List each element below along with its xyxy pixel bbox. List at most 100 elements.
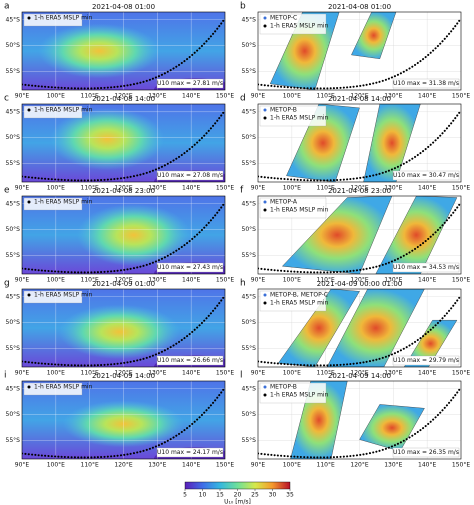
y-tick-label: 50°S [242,411,257,418]
legend-box [259,197,327,219]
colorbar-tick-label: 15 [216,492,224,499]
legend-marker [263,24,267,28]
y-tick-label: 50°S [242,42,257,49]
panel-title: 2021-04-09 14:00 [328,372,391,380]
y-tick-label: 50°S [6,42,21,49]
satellite-swath [277,289,360,367]
x-tick-label: 120°E [350,93,368,100]
map-panel: l 2021-04-09 14:00 METOP-B1-h ERA5 MSLP mi… [240,371,470,469]
x-tick-label: 120°E [114,277,132,284]
x-tick-label: 120°E [114,370,132,377]
x-tick-label: 90°E [251,93,266,100]
map-panel: c 2021-04-08 14:00 1-h ERA5 MSLP min U10 ma… [4,94,234,192]
wind-max-area [50,107,165,171]
legend-box [23,382,83,396]
mslp-track [22,386,225,459]
max-label: U10 max = 26.35 m/s [393,449,459,456]
y-tick-label: 55°S [242,345,257,352]
panel-letter: a [4,2,10,12]
x-tick-label: 110°E [317,93,335,100]
legend-label: 1-h ERA5 MSLP min [270,115,329,122]
max-label: U10 max = 34.53 m/s [393,264,459,271]
map-panel: f 2021-04-08 23:00 METOP-A1-h ERA5 MSLP mi… [240,186,470,284]
map-panel: e 2021-04-08 23:00 1-h ERA5 MSLP min U10 ma… [4,186,234,284]
max-label-box [156,355,224,366]
max-label-box [156,78,224,89]
map-frame [21,195,226,275]
legend-marker [263,293,267,297]
x-tick-label: 90°E [251,185,266,192]
y-tick-label: 55°S [242,252,257,259]
x-tick-label: 120°E [350,277,368,284]
x-tick-label: 150°E [216,370,234,377]
x-tick-label: 140°E [182,462,200,469]
x-tick-label: 110°E [317,462,335,469]
x-tick-label: 110°E [81,185,99,192]
max-label-box [392,447,460,458]
map-frame [257,380,462,460]
x-tick-label: 110°E [81,462,99,469]
y-tick-label: 55°S [242,68,257,75]
colorbar [184,481,291,490]
colorbar-tick-label: 5 [183,492,187,499]
legend-box [259,13,327,35]
legend-box [259,382,327,404]
map-panel: a 2021-04-08 01:00 1-h ERA5 MSLP min U10 ma… [4,2,234,100]
legend-marker [263,16,267,20]
x-tick-label: 100°E [47,277,65,284]
mslp-track [22,294,225,367]
x-tick-label: 110°E [81,93,99,100]
legend-label: 1-h ERA5 MSLP min [34,384,93,391]
x-tick-label: 150°E [452,462,470,469]
x-tick-label: 150°E [452,93,470,100]
legend-marker [27,293,31,297]
x-tick-label: 130°E [148,93,166,100]
x-tick-label: 100°E [283,93,301,100]
mslp-track [258,294,461,367]
max-label: U10 max = 27.81 m/s [157,80,223,87]
legend-marker [263,208,267,212]
legend-label: 1-h ERA5 MSLP min [270,207,329,214]
panel-letter: f [240,186,244,196]
y-tick-label: 45°S [242,293,257,300]
legend-label: 1-h ERA5 MSLP min [270,300,329,307]
panel-title: 2021-04-08 14:00 [328,95,391,103]
y-tick-label: 50°S [6,226,21,233]
x-tick-label: 90°E [251,370,266,377]
x-tick-label: 130°E [384,462,402,469]
legend-label: METOP-A [270,199,298,206]
map-field [258,12,461,90]
y-tick-label: 55°S [242,437,257,444]
satellite-swath [286,104,360,182]
panel-letter: b [240,2,246,12]
x-tick-label: 140°E [182,277,200,284]
panel-title: 2021-04-08 23:00 [328,187,391,195]
x-tick-label: 90°E [251,277,266,284]
x-tick-label: 150°E [216,185,234,192]
legend-marker [263,385,267,389]
x-tick-label: 120°E [350,370,368,377]
max-label-box [392,78,460,89]
legend-label: METOP-B, METOP-C [270,292,328,299]
x-tick-label: 150°E [216,93,234,100]
satellite-swath [359,404,425,452]
max-label: U10 max = 24.17 m/s [157,449,223,456]
x-tick-label: 130°E [148,370,166,377]
panel-letter: h [240,279,246,289]
wind-max-area [38,23,161,79]
legend-label: 1-h ERA5 MSLP min [270,23,329,30]
y-tick-label: 50°S [242,226,257,233]
y-tick-label: 45°S [242,16,257,23]
colorbar-label: U₁₀ [m/s] [224,499,251,505]
legend-label: METOP-C [270,15,297,22]
y-tick-label: 45°S [6,16,21,23]
legend-marker [27,200,31,204]
satellite-swath [326,289,425,367]
legend-label: 1-h ERA5 MSLP min [34,15,93,22]
x-tick-label: 130°E [148,185,166,192]
y-tick-label: 45°S [6,385,21,392]
y-tick-label: 45°S [6,108,21,115]
map-frame [257,195,462,275]
legend-marker [263,200,267,204]
